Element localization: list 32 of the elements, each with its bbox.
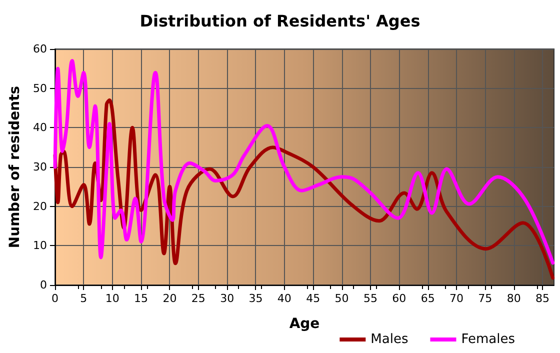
x-tick-label: 25 — [191, 292, 206, 305]
x-tick-label: 75 — [478, 292, 492, 305]
line-series — [53, 98, 555, 280]
x-tick-label: 30 — [220, 292, 234, 305]
chart-title: Distribution of Residents' Ages — [140, 12, 420, 30]
x-tick-label: 45 — [306, 292, 320, 305]
line-series — [53, 59, 555, 265]
x-tick-label: 0 — [52, 292, 58, 305]
x-tick-label: 50 — [334, 292, 349, 305]
y-tick-label: 60 — [33, 42, 47, 56]
y-tick-label: 10 — [33, 239, 47, 252]
x-tick-label: 60 — [392, 292, 406, 305]
x-tick-label: 65 — [420, 292, 435, 305]
legend-label: Females — [461, 332, 516, 347]
x-tick-label: 10 — [105, 292, 120, 305]
y-tick-label: 20 — [33, 200, 47, 213]
x-tick-label: 5 — [80, 292, 88, 305]
y-tick-label: 30 — [33, 160, 47, 174]
y-tick-label: 40 — [33, 121, 47, 134]
x-axis-title: Age — [289, 316, 320, 332]
legend-label: Males — [370, 332, 408, 347]
x-tick-label: 40 — [277, 292, 292, 305]
x-tick-label: 80 — [506, 292, 521, 305]
x-tick-label: 35 — [248, 292, 263, 305]
y-axis-title: Number of residents — [7, 86, 24, 248]
y-tick-label: 50 — [33, 82, 47, 95]
x-tick-label: 20 — [162, 292, 177, 305]
x-tick-label: 70 — [449, 292, 464, 305]
x-tick-label: 15 — [134, 292, 148, 305]
x-tick-label: 85 — [536, 292, 550, 305]
y-tick-label: 0 — [40, 278, 47, 292]
x-tick-label: 55 — [363, 292, 378, 305]
